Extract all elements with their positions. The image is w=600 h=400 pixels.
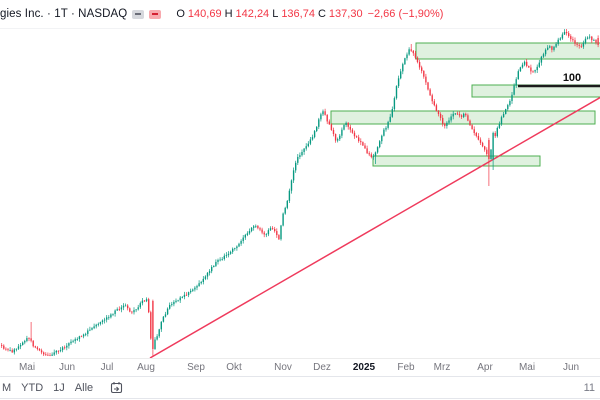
zone-lower-zone[interactable] bbox=[372, 155, 541, 167]
axis-label-apr: Apr bbox=[477, 362, 493, 373]
clock-partial[interactable]: 11 bbox=[583, 381, 595, 394]
axis-label-dez: Dez bbox=[313, 362, 331, 373]
symbol-title[interactable]: gies Inc. · 1T · NASDAQ bbox=[0, 8, 128, 20]
level-100-label: 100 bbox=[563, 72, 581, 84]
close-value: 137,30 bbox=[328, 8, 363, 20]
axis-label-mai: Mai bbox=[18, 362, 36, 373]
axis-label-jun: Jun bbox=[562, 362, 580, 373]
axis-label-2025: 2025 bbox=[352, 362, 376, 373]
zone-supply-upper[interactable] bbox=[415, 42, 600, 60]
bottom-toolbar: M YTD 1J Alle 11 bbox=[0, 376, 600, 399]
axis-label-mai: Mai bbox=[518, 362, 536, 373]
low-label: L bbox=[272, 8, 279, 20]
close-label: C bbox=[317, 8, 326, 20]
low-value: 136,74 bbox=[281, 8, 315, 20]
axis-label-nov: Nov bbox=[274, 362, 292, 373]
change-value: −2,66 (−1,90%) bbox=[367, 8, 444, 20]
trendline[interactable] bbox=[149, 96, 600, 359]
axis-label-mrz: Mrz bbox=[433, 362, 451, 373]
candlestick-canvas[interactable]: 100 bbox=[0, 0, 600, 359]
market-status-icon[interactable] bbox=[149, 9, 162, 19]
range-button-1j[interactable]: 1J bbox=[48, 380, 70, 396]
axis-label-aug: Aug bbox=[137, 362, 155, 373]
range-button-ytd[interactable]: YTD bbox=[16, 380, 48, 396]
chart-header: gies Inc. · 1T · NASDAQ O 140,69 H 142,2… bbox=[0, 0, 600, 29]
range-buttons: M YTD 1J Alle bbox=[0, 380, 98, 396]
zone-mid-zone[interactable] bbox=[330, 110, 596, 125]
ohlc-readout: O 140,69 H 142,24 L 136,74 C 137,30 −2,6… bbox=[176, 8, 443, 20]
axis-label-feb: Feb bbox=[397, 362, 415, 373]
go-to-date-icon[interactable] bbox=[106, 381, 127, 394]
open-value: 140,69 bbox=[187, 8, 222, 20]
price-chart[interactable]: 100 bbox=[0, 0, 600, 359]
high-label: H bbox=[224, 8, 233, 20]
high-value: 142,24 bbox=[235, 8, 270, 20]
axis-label-sep: Sep bbox=[187, 362, 205, 373]
time-axis[interactable]: Mai Jun Jul Aug Sep Okt Nov Dez 2025 Feb Mrz Apr Mai… bbox=[0, 358, 600, 377]
open-label: O bbox=[176, 8, 185, 20]
axis-label-jul: Jul bbox=[100, 362, 114, 373]
range-button-m[interactable]: M bbox=[0, 380, 16, 396]
axis-label-okt: Okt bbox=[226, 362, 242, 373]
range-button-alle[interactable]: Alle bbox=[70, 380, 98, 396]
axis-label-jun: Jun bbox=[58, 362, 76, 373]
minus-badge-icon[interactable] bbox=[132, 9, 145, 19]
